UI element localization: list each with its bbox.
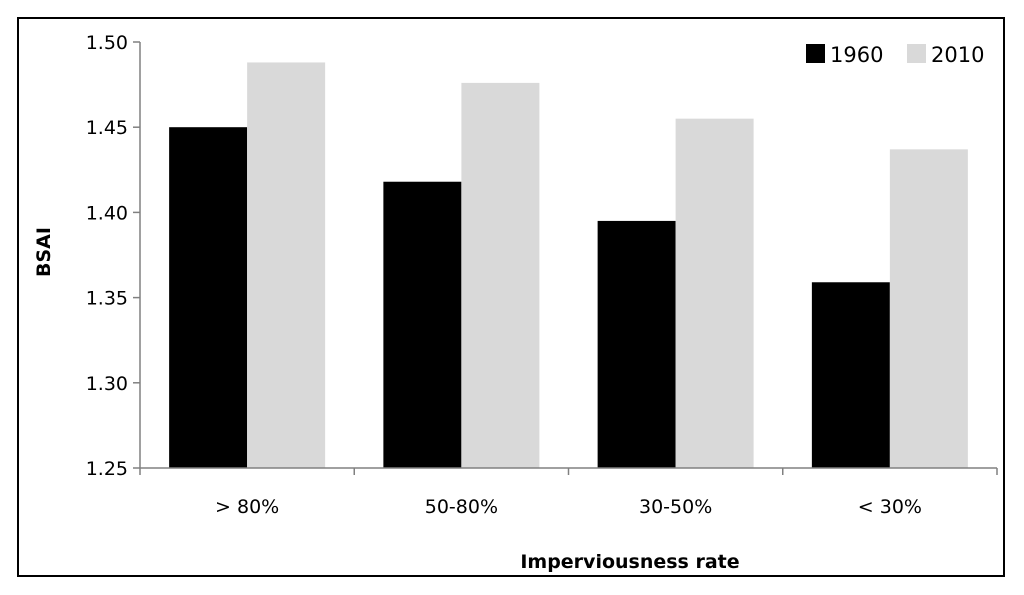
x-tick-label: 50-80%	[425, 496, 498, 518]
bar-1960-3	[597, 220, 676, 468]
x-tick-label: 30-50%	[639, 496, 712, 518]
legend-swatch-1960	[806, 44, 825, 63]
legend-swatch-2010	[907, 44, 926, 63]
bar-1960-2	[383, 181, 462, 468]
y-tick-label: 1.45	[86, 117, 128, 139]
y-tick-label: 1.50	[86, 32, 128, 54]
bar-2010-4	[889, 149, 968, 469]
x-tick-label: < 30%	[858, 496, 922, 518]
bar-2010-2	[461, 82, 540, 469]
x-tick-label: > 80%	[215, 496, 279, 518]
legend: 1960 2010	[806, 43, 984, 67]
bar-1960-4	[811, 282, 890, 468]
plot-bars	[169, 62, 968, 469]
bar-1960-1	[169, 127, 248, 468]
y-tick-label: 1.30	[86, 373, 128, 395]
y-ticks: 1.25 1.30 1.35 1.40 1.45 1.50	[86, 32, 140, 480]
bar-2010-3	[675, 118, 754, 469]
y-axis-title: BSAI	[33, 227, 55, 277]
legend-label-1960: 1960	[830, 43, 883, 67]
y-tick-label: 1.25	[86, 458, 128, 480]
bar-2010-1	[247, 62, 326, 469]
x-ticks: > 80% 50-80% 30-50% < 30%	[139, 468, 998, 518]
x-axis-title: Imperviousness rate	[520, 551, 739, 573]
legend-label-2010: 2010	[931, 43, 984, 67]
y-tick-label: 1.40	[86, 202, 128, 224]
y-tick-label: 1.35	[86, 288, 128, 310]
